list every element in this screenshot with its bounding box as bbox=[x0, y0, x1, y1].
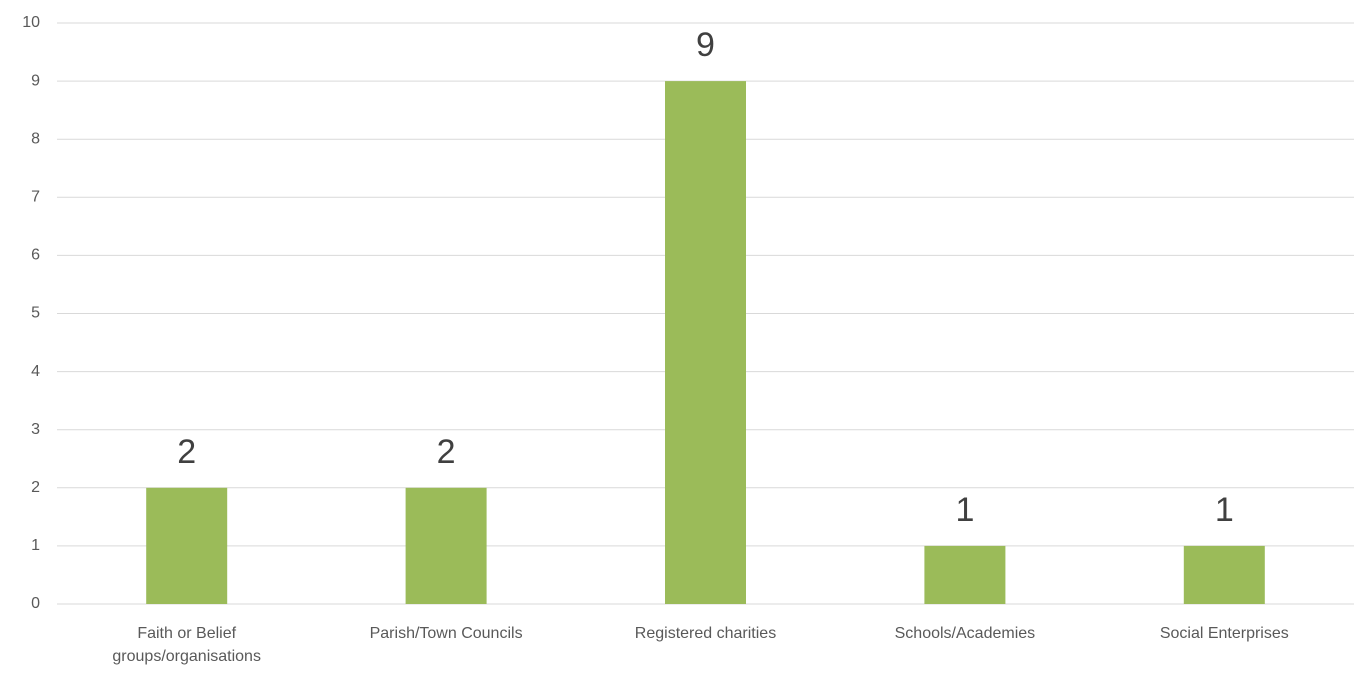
y-tick-label: 7 bbox=[31, 189, 40, 206]
x-tick-label: Faith or Belief groups/organisations bbox=[112, 625, 261, 665]
x-tick-label: Parish/Town Councils bbox=[369, 625, 523, 642]
y-tick-label: 4 bbox=[31, 363, 40, 380]
y-tick-label: 2 bbox=[31, 479, 40, 496]
y-tick-label: 0 bbox=[31, 595, 40, 612]
y-tick-label: 6 bbox=[31, 247, 40, 264]
data-label: 9 bbox=[696, 26, 715, 64]
bar bbox=[1183, 545, 1265, 604]
y-tick-label: 5 bbox=[31, 305, 40, 322]
y-tick-label: 1 bbox=[31, 537, 40, 554]
y-tick-label: 8 bbox=[31, 130, 40, 147]
data-label: 1 bbox=[955, 491, 974, 529]
bar bbox=[405, 487, 487, 604]
data-label: 1 bbox=[1215, 491, 1234, 529]
x-tick-label: Social Enterprises bbox=[1159, 625, 1289, 642]
bar bbox=[665, 81, 746, 605]
bar bbox=[146, 487, 228, 604]
data-label: 2 bbox=[177, 433, 196, 471]
y-tick-label: 9 bbox=[31, 72, 40, 89]
data-label: 2 bbox=[437, 433, 456, 471]
bar bbox=[924, 545, 1006, 604]
x-tick-label: Schools/Academies bbox=[894, 625, 1036, 642]
x-tick-label: Registered charities bbox=[634, 625, 777, 642]
y-tick-label: 3 bbox=[31, 421, 40, 438]
y-tick-label: 10 bbox=[22, 14, 40, 31]
